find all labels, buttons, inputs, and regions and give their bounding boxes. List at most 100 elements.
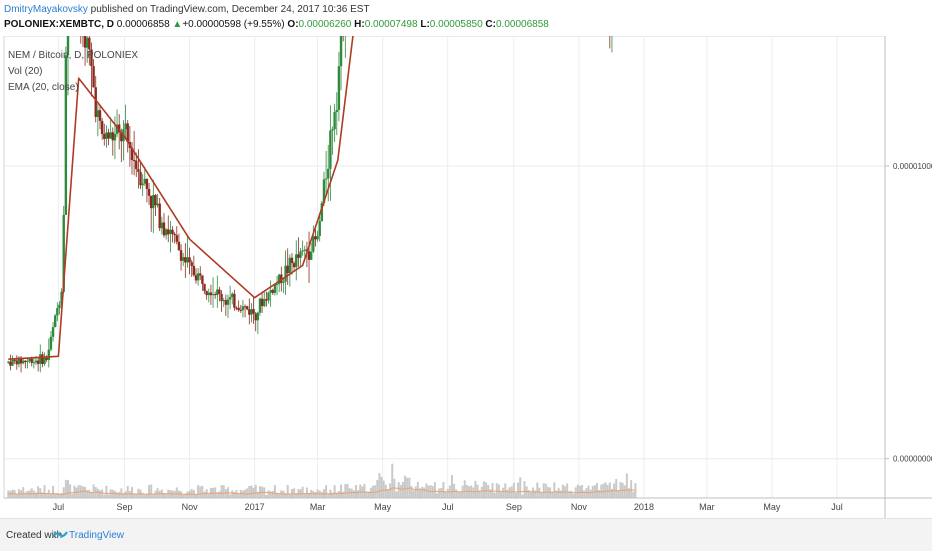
volume-bar (105, 485, 108, 498)
volume-bar (150, 484, 153, 498)
volume-bar (180, 491, 183, 498)
volume-bar (303, 493, 306, 498)
volume-bar (551, 491, 554, 498)
candle-body (184, 257, 187, 263)
volume-bar (295, 493, 298, 498)
volume-bar (382, 480, 385, 498)
volume-bar (73, 485, 76, 498)
volume-bar (346, 483, 349, 498)
volume-bar (514, 492, 517, 498)
volume-bar (587, 485, 590, 498)
volume-bar (625, 473, 628, 498)
volume-bar (553, 482, 556, 498)
author-link[interactable]: DmitryMayakovsky (4, 4, 88, 15)
open-label: O: (287, 19, 299, 30)
candle-body (147, 188, 151, 196)
candle-body (337, 66, 341, 110)
volume-bar (197, 485, 200, 498)
candle-body (318, 221, 321, 237)
volume-bar (525, 486, 528, 498)
volume-bar (84, 486, 87, 498)
volume-bar (118, 491, 121, 498)
y-tick-label: 0.00001000 (893, 162, 932, 171)
volume-bar (56, 493, 59, 498)
volume-bar (267, 490, 270, 498)
volume-bar (489, 489, 492, 498)
candle-body (141, 183, 144, 186)
candle-body (107, 132, 110, 139)
chart-axes: 0.00000000 0.00001000 Jul Sep Nov 2017 Mar May J… (4, 36, 932, 518)
candle-body (186, 257, 189, 263)
x-tick-label: 2017 (245, 502, 265, 512)
volume-bar (71, 493, 74, 498)
candle-body (292, 263, 296, 268)
legend-ema[interactable]: EMA (20, close) (8, 82, 79, 93)
last-price: 0.00006858 (116, 19, 170, 30)
volume-bar (570, 490, 573, 498)
candle-body (11, 359, 14, 366)
volume-bar (386, 489, 389, 498)
candle-body (231, 293, 234, 297)
candle-body (164, 229, 168, 236)
volume-bar (352, 490, 355, 498)
volume-bar (487, 484, 490, 498)
volume-bar (248, 486, 251, 498)
candle-body (173, 233, 176, 236)
volume-bar (137, 488, 140, 498)
volume-bar (632, 491, 635, 498)
legend-volume[interactable]: Vol (20) (8, 66, 43, 77)
volume-bar (60, 493, 63, 498)
volume-bar (536, 482, 539, 498)
volume-bar (218, 491, 221, 498)
volume-bar (41, 492, 44, 498)
volume-bar (175, 487, 178, 498)
candle-body (115, 124, 119, 134)
open-value: 0.00006260 (298, 19, 352, 30)
volume-bar (37, 486, 40, 498)
volume-bar (463, 480, 466, 498)
volume-bar (135, 494, 138, 498)
candle-body (92, 66, 95, 88)
publish-info: DmitryMayakovsky published on TradingVie… (4, 4, 370, 15)
volume-bar (120, 488, 123, 498)
legend-symbol[interactable]: NEM / Bitcoin, D, POLONIEX (8, 50, 139, 61)
volume-bar (52, 485, 55, 498)
volume-bar (254, 484, 257, 498)
volume-ma-line (8, 487, 636, 495)
candle-body (156, 203, 159, 206)
volume-bar (143, 494, 146, 498)
volume-bar (194, 494, 197, 498)
high-label: H: (354, 19, 365, 30)
volume-bar (572, 493, 575, 498)
low-label: L: (420, 19, 430, 30)
tradingview-link[interactable]: TradingView (69, 530, 125, 541)
candle-body (273, 284, 277, 294)
candle-body (36, 360, 40, 364)
candle-body (226, 299, 230, 305)
volume-bar (340, 484, 343, 498)
candle-body (51, 327, 55, 337)
volume-bar (312, 491, 315, 498)
volume-bar (542, 483, 545, 498)
price-chart[interactable]: 0.00006858 0.000000000.00001000JulSepNov… (0, 36, 932, 518)
plot-frame (3, 36, 886, 499)
y-tick-label: 0.00000000 (893, 455, 932, 464)
candle-body (269, 290, 272, 293)
volume-bar (561, 484, 564, 498)
candle-body (209, 292, 213, 296)
volume-bar (354, 484, 357, 498)
volume-bar (58, 494, 61, 498)
volume-bar (404, 475, 407, 498)
candle-body (19, 357, 23, 364)
volume-bar (256, 491, 259, 498)
close-label: C: (485, 19, 496, 30)
candle-body (41, 354, 44, 364)
candle-body (126, 123, 129, 143)
candle-body (333, 112, 336, 130)
volume-bar (229, 494, 232, 498)
candle-body (26, 361, 29, 363)
volume-bar (391, 463, 394, 498)
candle-body (331, 129, 334, 131)
volume-bar (86, 490, 89, 498)
volume-bar (276, 492, 279, 498)
